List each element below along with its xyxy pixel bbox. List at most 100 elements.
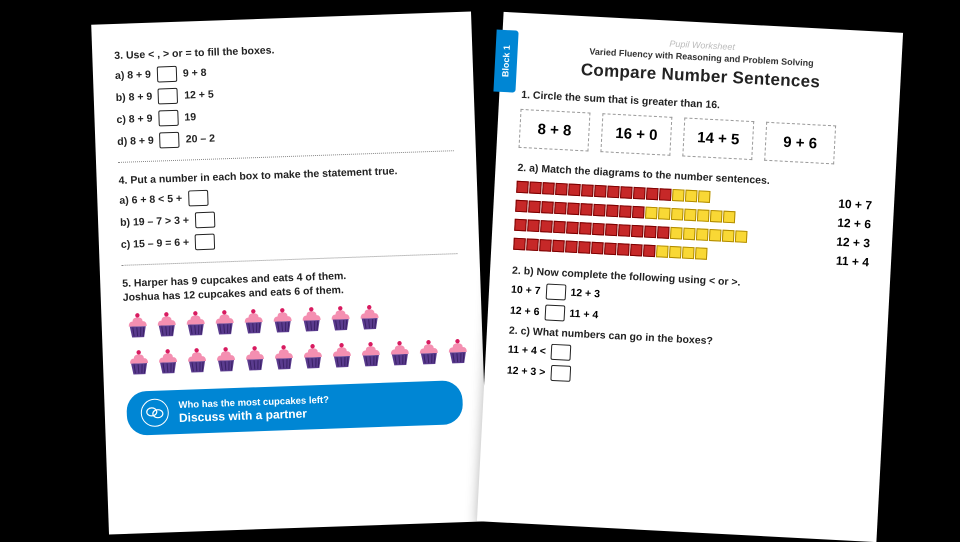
cube-red: [539, 239, 552, 252]
answer-box[interactable]: [195, 212, 216, 229]
cube-red: [607, 186, 620, 199]
cupcake-icon: [268, 304, 297, 340]
sum-box[interactable]: 16 + 0: [600, 113, 672, 156]
cube-red: [591, 242, 604, 255]
cube-red: [552, 240, 565, 253]
q1-sums: 8 + 816 + 014 + 59 + 6: [519, 109, 877, 167]
cube-yellow: [710, 210, 723, 223]
cube-red: [541, 201, 554, 214]
cube-red: [580, 203, 593, 216]
q4-items: a) 6 + 8 < 5 +b) 19 – 7 > 3 +c) 15 – 9 =…: [119, 181, 457, 253]
cube-yellow: [723, 211, 736, 224]
cube-red: [659, 188, 672, 201]
cube-red: [553, 221, 566, 234]
cube-red: [565, 240, 578, 253]
cube-red: [540, 220, 553, 233]
worksheet-page-1: Block 1 Pupil Worksheet Varied Fluency w…: [477, 12, 903, 542]
cube-yellow: [735, 230, 748, 243]
cupcake-icon: [239, 305, 268, 341]
cupcake-icon: [153, 345, 182, 381]
cupcake-icon: [210, 306, 239, 342]
cube-red: [605, 224, 618, 237]
cupcake-icon: [269, 341, 298, 377]
sum-box[interactable]: 9 + 6: [764, 122, 836, 165]
cupcake-icon: [182, 344, 211, 380]
cube-red: [618, 224, 631, 237]
cube-red: [515, 200, 528, 213]
bar-label: 12 + 3: [824, 234, 870, 250]
cube-yellow: [669, 246, 682, 259]
cube-yellow: [709, 229, 722, 242]
answer-box[interactable]: [160, 132, 181, 149]
cube-yellow: [698, 190, 711, 203]
cube-red: [592, 223, 605, 236]
cube-red: [593, 204, 606, 217]
cube-red: [542, 182, 555, 195]
cube-red: [527, 219, 540, 232]
answer-box[interactable]: [550, 365, 571, 382]
cube-red: [528, 200, 541, 213]
speech-bubble-icon: [140, 398, 169, 427]
cube-yellow: [682, 247, 695, 260]
cupcake-icon: [355, 301, 384, 337]
cube-red: [529, 181, 542, 194]
cube-red: [567, 202, 580, 215]
answer-box[interactable]: [158, 88, 179, 105]
cupcake-icon: [297, 303, 326, 339]
bar-label: 11 + 4: [824, 253, 870, 269]
cube-yellow: [722, 230, 735, 243]
cube-yellow: [658, 207, 671, 220]
cube-red: [526, 238, 539, 251]
q2a-bars: 10 + 712 + 612 + 311 + 4: [513, 180, 872, 270]
answer-box[interactable]: [545, 283, 566, 300]
q3-items: a) 8 + 99 + 8b) 8 + 912 + 5c) 8 + 919d) …: [115, 56, 454, 150]
cube-yellow: [696, 228, 709, 241]
cube-red: [568, 184, 581, 197]
block-tab: Block 1: [493, 30, 518, 93]
cube-red: [657, 226, 670, 239]
cupcake-icon: [240, 342, 269, 378]
answer-box[interactable]: [550, 344, 571, 361]
cube-red: [606, 205, 619, 218]
cupcake-icon: [152, 308, 181, 344]
answer-box[interactable]: [195, 234, 216, 251]
worksheet-page-2: 3. Use < , > or = to fill the boxes. a) …: [91, 12, 489, 535]
cube-red: [579, 222, 592, 235]
answer-box[interactable]: [544, 304, 565, 321]
cube-yellow: [695, 247, 708, 260]
cube-red: [643, 245, 656, 258]
cube-red: [554, 202, 567, 215]
sum-box[interactable]: 8 + 8: [519, 109, 591, 152]
cube-red: [578, 241, 591, 254]
cube-yellow: [697, 209, 710, 222]
discuss-text: Who has the most cupcakes left? Discuss …: [178, 394, 329, 424]
cube-yellow: [670, 227, 683, 240]
cube-red: [633, 187, 646, 200]
cupcake-icon: [327, 339, 356, 375]
cube-red: [644, 226, 657, 239]
cube-red: [620, 186, 633, 199]
q4-item: c) 15 – 9 = 6 +: [121, 225, 457, 253]
cube-yellow: [685, 190, 698, 203]
cupcake-icon: [326, 302, 355, 338]
cupcake-icon: [298, 340, 327, 376]
cube-red: [619, 205, 632, 218]
cube-yellow: [672, 189, 685, 202]
cube-red: [581, 184, 594, 197]
cube-bar: [513, 238, 707, 260]
q3-item: d) 8 + 920 – 2: [117, 122, 453, 150]
cube-red: [632, 206, 645, 219]
answer-box[interactable]: [157, 66, 178, 83]
answer-box[interactable]: [188, 190, 209, 207]
cube-red: [646, 188, 659, 201]
cube-red: [513, 238, 526, 251]
cube-yellow: [671, 208, 684, 221]
cupcake-icon: [211, 343, 240, 379]
cube-red: [617, 243, 630, 256]
cube-red: [594, 185, 607, 198]
divider: [118, 150, 454, 163]
cube-red: [604, 242, 617, 255]
cupcake-icon: [443, 335, 472, 371]
sum-box[interactable]: 14 + 5: [682, 117, 754, 160]
answer-box[interactable]: [158, 110, 179, 127]
